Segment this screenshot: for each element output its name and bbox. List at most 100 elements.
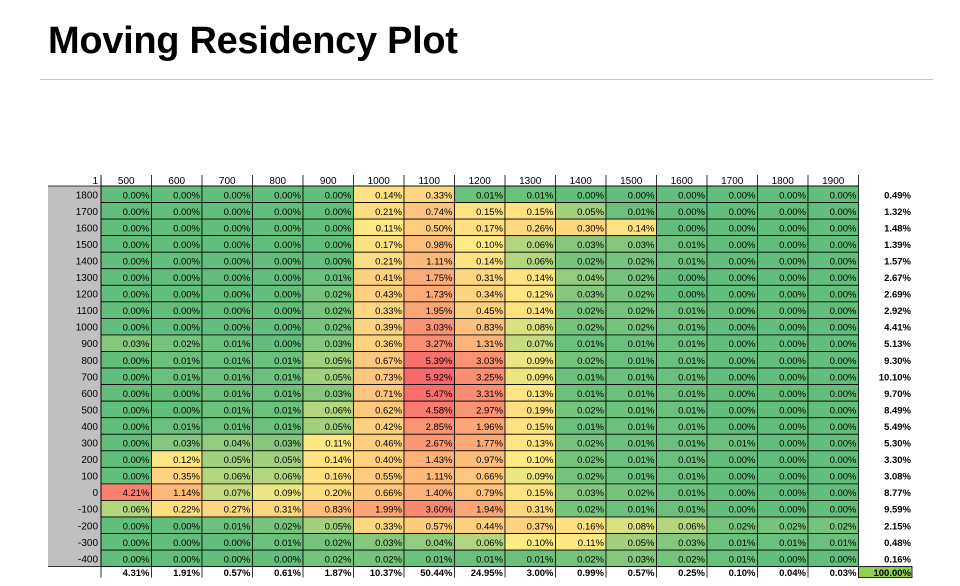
cell-value-label: 0.00% xyxy=(274,306,301,317)
cell-value-label: 0.00% xyxy=(173,521,200,532)
cell-value-label: 0.02% xyxy=(577,306,604,317)
cell-value-label: 0.00% xyxy=(173,290,200,301)
row-total: 8.77% xyxy=(884,488,911,499)
cell-value-label: 0.01% xyxy=(274,405,301,416)
cell-value-label: 0.01% xyxy=(628,356,655,367)
cell-value-label: 0.00% xyxy=(224,323,251,334)
row-header: 1200 xyxy=(76,290,99,301)
cell-value-label: 0.15% xyxy=(527,207,554,218)
row-total: 2.67% xyxy=(884,273,911,284)
cell-value-label: 1.99% xyxy=(375,505,402,516)
cell-value-label: 0.00% xyxy=(123,521,150,532)
cell-value-label: 0.01% xyxy=(729,554,756,565)
cell-value-label: 0.00% xyxy=(123,306,150,317)
cell-value-label: 0.00% xyxy=(779,554,806,565)
cell-value-label: 0.00% xyxy=(729,472,756,483)
cell-value-label: 0.16% xyxy=(325,472,352,483)
cell-value-label: 0.00% xyxy=(628,190,655,201)
cell-value-label: 3.60% xyxy=(426,505,453,516)
row-total: 1.32% xyxy=(884,207,911,218)
cell-value-label: 0.00% xyxy=(729,323,756,334)
cell-value-label: 0.01% xyxy=(224,422,251,433)
cell-value-label: 0.03% xyxy=(375,538,402,549)
cell-value-label: 0.17% xyxy=(476,223,503,234)
cell-value-label: 1.31% xyxy=(476,339,503,350)
cell-value-label: 5.92% xyxy=(426,372,453,383)
cell-value-label: 0.00% xyxy=(274,273,301,284)
cell-value-label: 0.11% xyxy=(578,538,605,549)
cell-value-label: 4.21% xyxy=(123,488,150,499)
row-header: -100 xyxy=(78,505,98,516)
row-total: 1.48% xyxy=(884,223,911,234)
cell-value-label: 0.06% xyxy=(274,472,301,483)
row-header: 0 xyxy=(92,488,98,499)
cell-value-label: 0.00% xyxy=(729,240,756,251)
cell-value-label: 0.00% xyxy=(779,372,806,383)
cell-value-label: 0.00% xyxy=(830,273,857,284)
cell-value-label: 0.26% xyxy=(527,223,554,234)
cell-value-label: 0.37% xyxy=(527,521,554,532)
row-header: -400 xyxy=(78,554,98,565)
cell-value-label: 0.02% xyxy=(779,521,806,532)
page-title: Moving Residency Plot xyxy=(48,20,458,62)
cell-value-label: 0.00% xyxy=(123,273,150,284)
row-total: 0.48% xyxy=(884,538,911,549)
cell-value-label: 0.05% xyxy=(325,521,352,532)
cell-value-label: 0.01% xyxy=(678,505,705,516)
cell-value-label: 0.19% xyxy=(527,405,554,416)
cell-value-label: 1.11% xyxy=(426,472,453,483)
cell-value-label: 0.00% xyxy=(123,472,150,483)
cell-value-label: 0.00% xyxy=(224,538,251,549)
cell-value-label: 0.14% xyxy=(527,273,554,284)
column-header: 1600 xyxy=(671,176,694,187)
column-total: 0.04% xyxy=(779,568,806,579)
cell-value-label: 0.03% xyxy=(577,488,604,499)
cell-value-label: 1.11% xyxy=(426,256,453,267)
cell-value-label: 0.00% xyxy=(779,256,806,267)
cell-value-label: 0.00% xyxy=(274,256,301,267)
cell-value-label: 0.01% xyxy=(274,538,301,549)
cell-value-label: 0.00% xyxy=(325,223,352,234)
cell-value-label: 0.00% xyxy=(274,323,301,334)
row-header: -300 xyxy=(78,538,98,549)
cell-value-label: 0.09% xyxy=(527,372,554,383)
cell-value-label: 0.73% xyxy=(375,372,402,383)
row-header: 700 xyxy=(81,372,98,383)
cell-value-label: 2.67% xyxy=(426,439,453,450)
cell-value-label: 0.02% xyxy=(628,290,655,301)
cell-value-label: 0.00% xyxy=(830,439,857,450)
cell-value-label: 3.03% xyxy=(476,356,503,367)
cell-value-label: 0.00% xyxy=(779,323,806,334)
cell-value-label: 0.27% xyxy=(224,505,251,516)
cell-value-label: 0.01% xyxy=(274,372,301,383)
cell-value-label: 0.00% xyxy=(123,240,150,251)
row-total: 0.49% xyxy=(884,190,911,201)
cell-value-label: 0.00% xyxy=(224,256,251,267)
cell-value-label: 0.00% xyxy=(274,290,301,301)
cell-value-label: 0.00% xyxy=(830,306,857,317)
row-total: 10.10% xyxy=(879,372,912,383)
cell-value-label: 0.00% xyxy=(224,554,251,565)
cell-value-label: 0.41% xyxy=(375,273,402,284)
cell-value-label: 0.09% xyxy=(527,472,554,483)
row-total: 2.92% xyxy=(884,306,911,317)
cell-value-label: 0.00% xyxy=(830,472,857,483)
cell-value-label: 0.00% xyxy=(224,223,251,234)
cell-value-label: 0.00% xyxy=(830,339,857,350)
row-header: 1300 xyxy=(76,273,99,284)
cell-value-label: 0.02% xyxy=(577,472,604,483)
cell-value-label: 0.66% xyxy=(375,488,402,499)
cell-value-label: 0.00% xyxy=(729,339,756,350)
cell-value-label: 0.00% xyxy=(224,306,251,317)
cell-value-label: 0.01% xyxy=(476,554,503,565)
row-header: 400 xyxy=(81,422,98,433)
cell-value-label: 0.00% xyxy=(779,389,806,400)
cell-value-label: 0.09% xyxy=(274,488,301,499)
cell-value-label: 5.47% xyxy=(426,389,453,400)
cell-value-label: 0.01% xyxy=(274,356,301,367)
cell-value-label: 0.03% xyxy=(274,439,301,450)
cell-value-label: 0.01% xyxy=(274,389,301,400)
cell-value-label: 0.17% xyxy=(375,240,402,251)
cell-value-label: 0.57% xyxy=(426,521,453,532)
cell-value-label: 0.15% xyxy=(527,488,554,499)
